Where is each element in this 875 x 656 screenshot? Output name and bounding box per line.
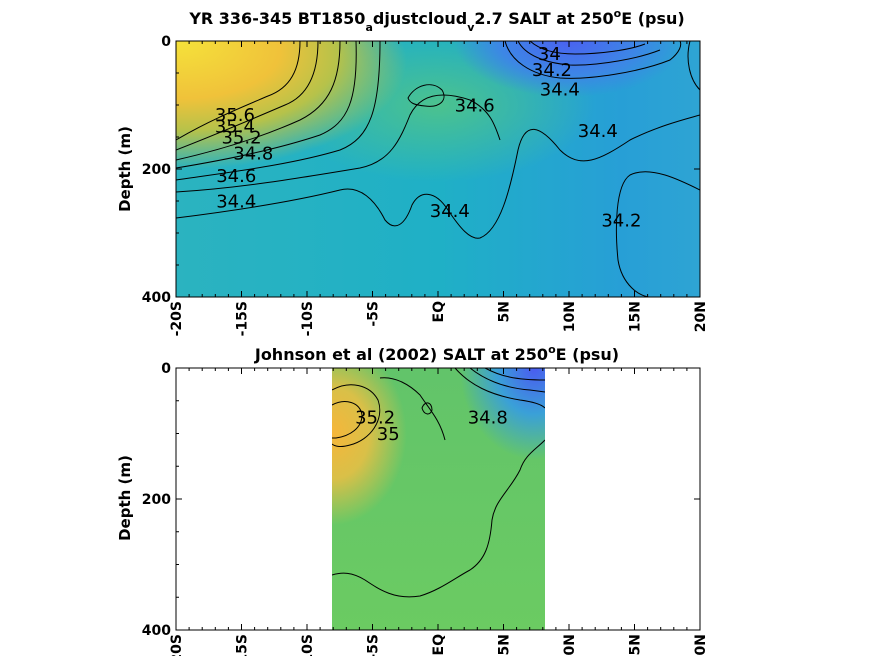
top-panel: YR 336-345 BT1850adjustcloudv2.7 SALT at… — [116, 7, 709, 336]
top-x-tick-label: -20S — [169, 301, 185, 336]
top-contour-label: 34.8 — [233, 143, 273, 164]
bottom-x-tick-label: -20S — [169, 634, 185, 656]
bottom-panel: Johnson et al (2002) SALT at 250oE (psu)… — [116, 343, 709, 656]
bottom-y-ticks: 0 200 400 — [142, 361, 700, 639]
bottom-x-tick-label: -5S — [366, 634, 382, 656]
top-x-tick-label: 10N — [562, 301, 578, 332]
top-contour-label: 34.6 — [216, 166, 256, 187]
bottom-x-tick-label: 5N — [497, 634, 513, 655]
top-panel-title: YR 336-345 BT1850adjustcloudv2.7 SALT at… — [188, 7, 684, 34]
top-y-tick-label: 400 — [142, 290, 171, 306]
bottom-x-tick-label: -10S — [300, 634, 316, 656]
top-x-tick-label: 15N — [628, 301, 644, 332]
top-x-tick-label: 20N — [693, 301, 709, 332]
top-contour-label: 34.2 — [601, 211, 641, 232]
top-x-tick-label: -10S — [300, 301, 316, 336]
top-contour-label: 34.4 — [540, 79, 580, 100]
top-x-ticks: -20S -15S -10S -5S EQ 5N 10N 15N 20N — [169, 41, 709, 336]
top-x-tick-label: 5N — [497, 301, 513, 322]
top-y-tick-label: 0 — [161, 34, 171, 50]
top-contour-label: 34 — [538, 44, 561, 65]
top-x-tick-label: -5S — [366, 301, 382, 327]
top-contour-label: 35.2 — [221, 127, 261, 148]
top-contour-label: 34.2 — [532, 60, 572, 81]
bottom-x-tick-label: 10N — [562, 634, 578, 656]
top-contour-label: 35.6 — [215, 105, 255, 126]
bottom-x-tick-label: 20N — [693, 634, 709, 656]
top-x-tick-label: -15S — [235, 301, 251, 336]
bottom-y-tick-label: 0 — [161, 361, 171, 377]
top-contour-labels: 3434.234.435.635.435.234.834.634.434.634… — [215, 44, 642, 231]
bottom-colour-field — [332, 368, 545, 630]
top-y-axis-label: Depth (m) — [116, 126, 134, 212]
top-contour-label: 34.4 — [216, 191, 256, 212]
bottom-y-axis-label: Depth (m) — [116, 455, 134, 541]
bottom-x-tick-label: -15S — [235, 634, 251, 656]
bottom-contour-label: 35.2 — [355, 408, 395, 429]
top-contour-label: 34.4 — [578, 121, 618, 142]
bottom-panel-title: Johnson et al (2002) SALT at 250oE (psu) — [254, 343, 619, 364]
bottom-x-tick-label: 15N — [628, 634, 644, 656]
top-x-tick-label: EQ — [431, 301, 447, 323]
top-colour-field — [176, 41, 700, 297]
bottom-contour-label: 34.8 — [468, 408, 508, 429]
top-contour-label: 35.4 — [215, 117, 255, 138]
top-y-tick-label: 200 — [142, 162, 171, 178]
top-y-ticks: 0 200 400 — [142, 34, 700, 306]
bottom-x-tick-label: EQ — [431, 634, 447, 656]
bottom-contour-label: 35 — [377, 424, 400, 445]
bottom-y-tick-label: 400 — [142, 623, 171, 639]
top-contour-label: 34.6 — [455, 95, 495, 116]
bottom-y-tick-label: 200 — [142, 492, 171, 508]
bottom-contour-labels: 35.235 34.8 — [355, 408, 508, 445]
bottom-x-ticks: -20S -15S -10S -5S EQ 5N 10N 15N 20N — [169, 368, 709, 656]
top-contour-label: 34.4 — [430, 201, 470, 222]
